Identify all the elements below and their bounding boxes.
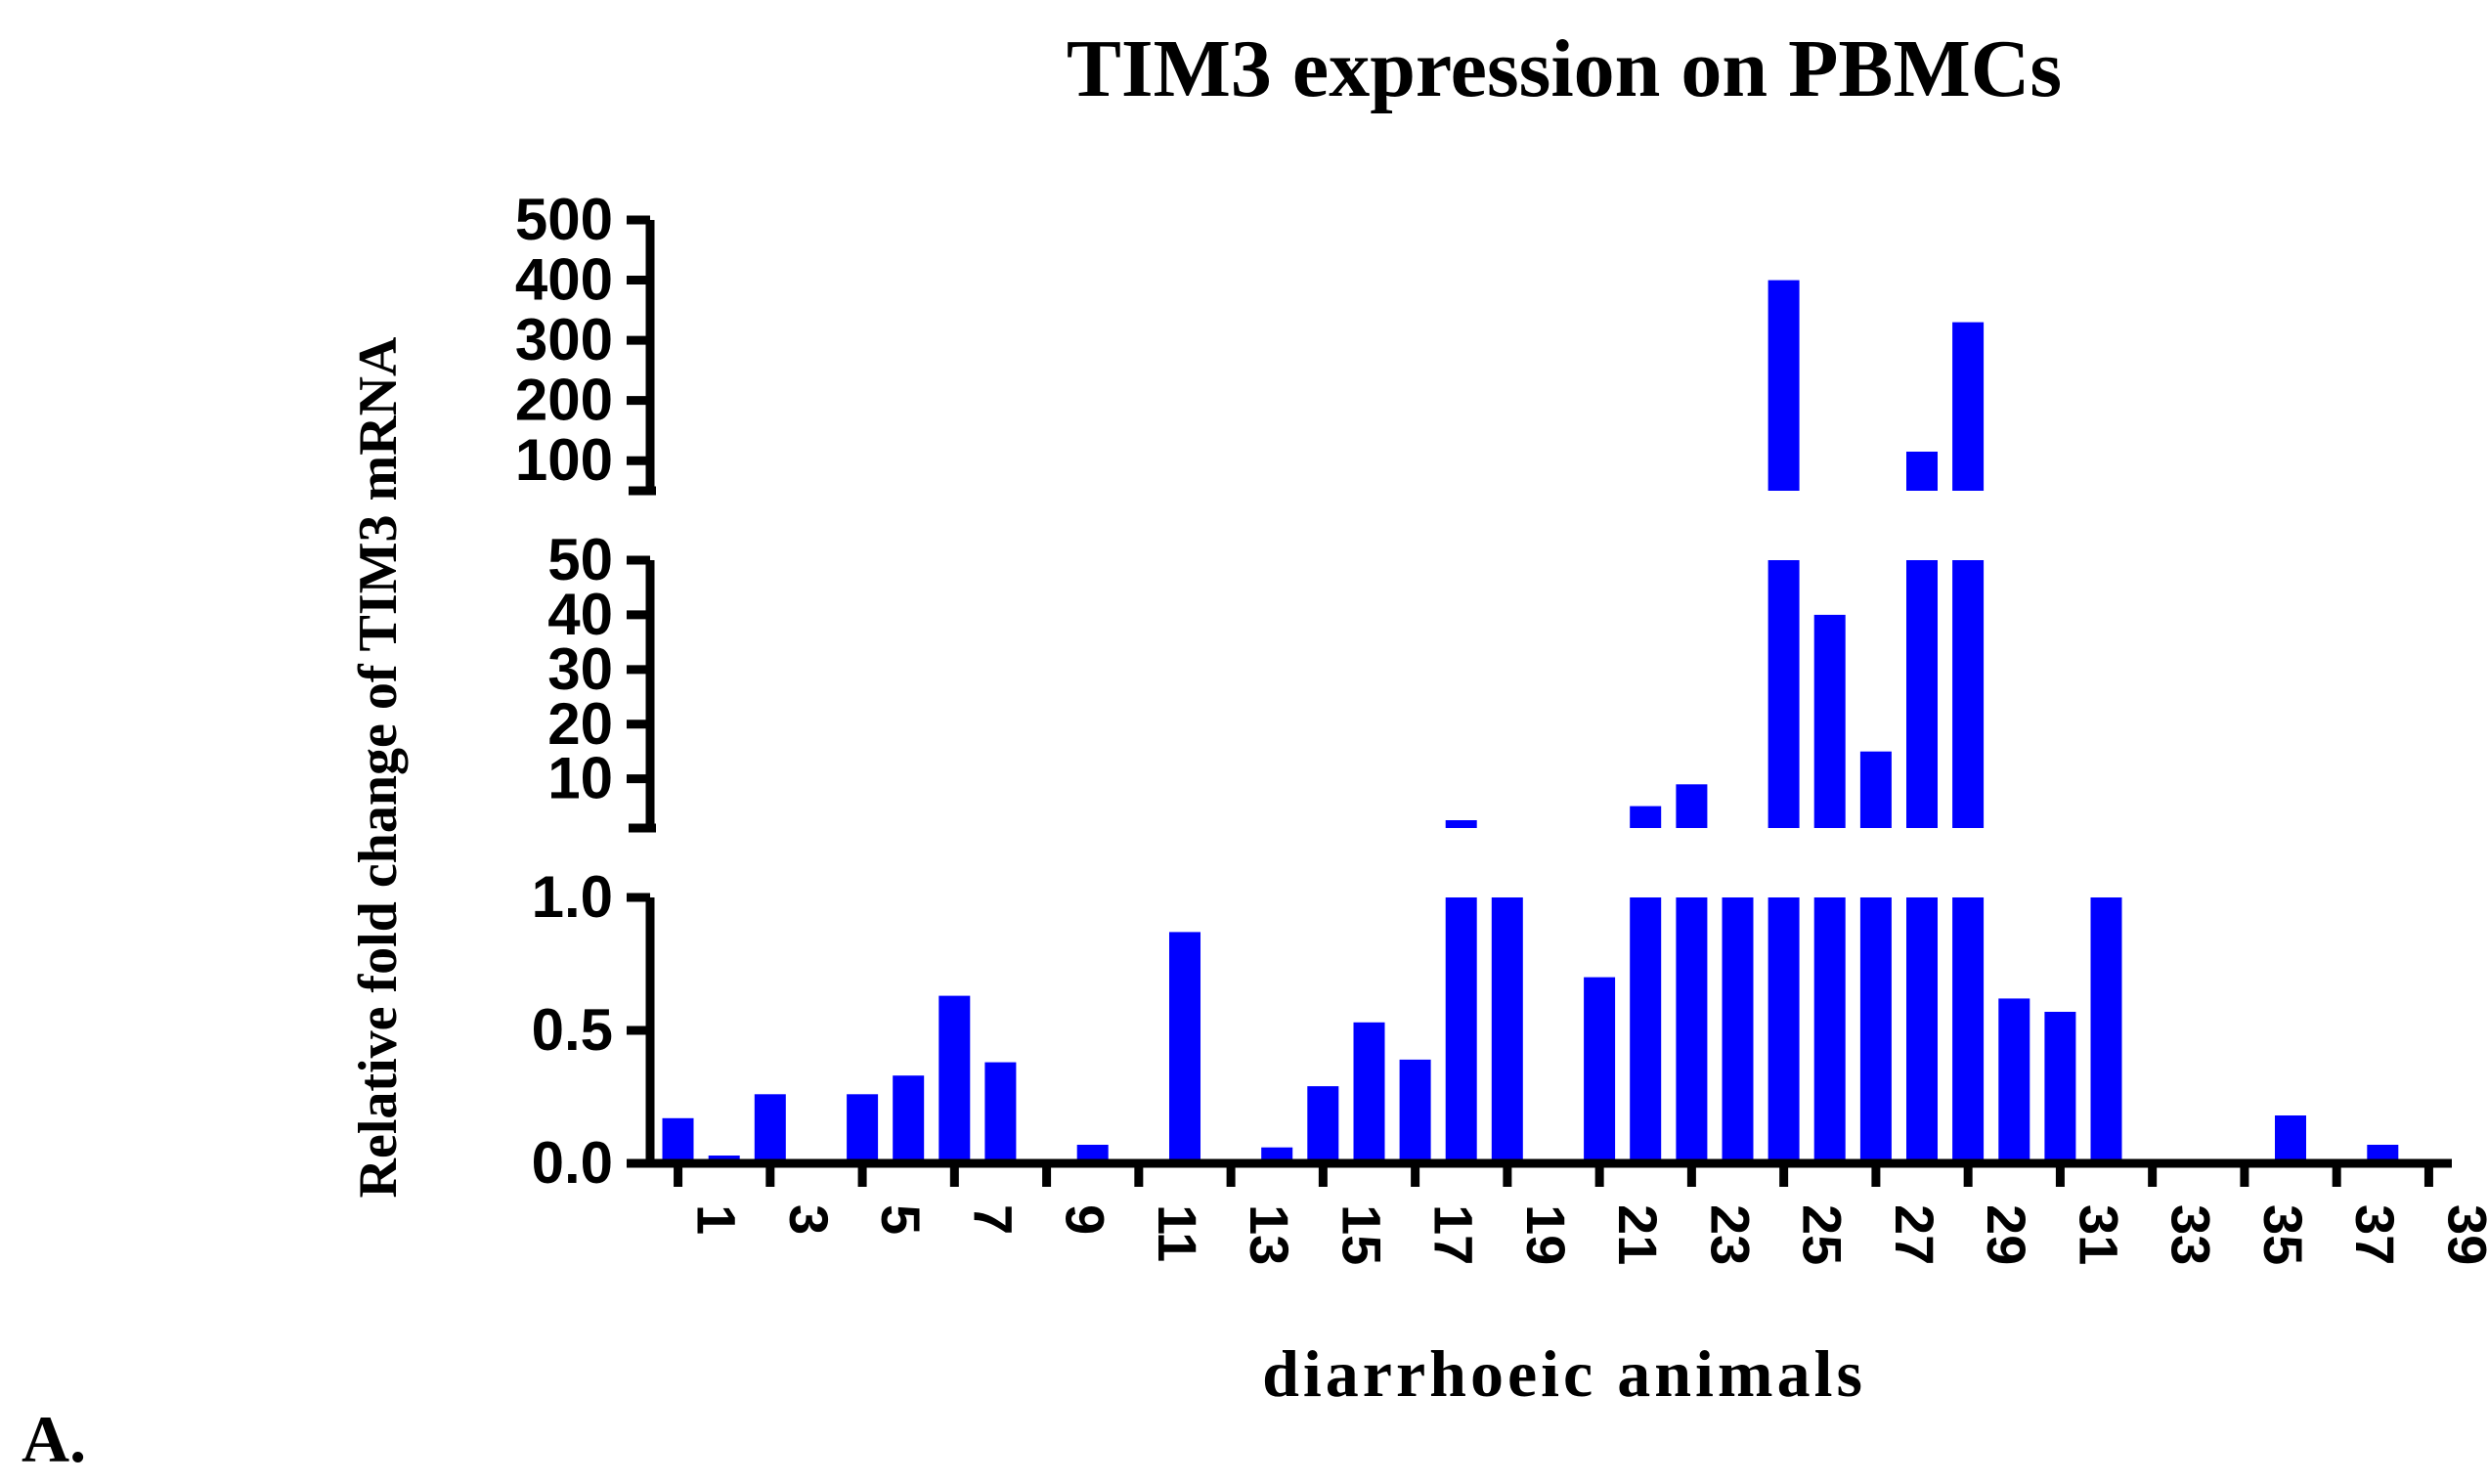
bar-animal-28 [1906, 560, 1938, 828]
bar-animal-19 [1491, 897, 1523, 1163]
bar-animal-26 [1813, 897, 1846, 1163]
bar-animal-7 [938, 995, 971, 1163]
bars-layer [662, 280, 2399, 1163]
bar-animal-22 [1630, 806, 1662, 828]
y-tick-label: 500 [515, 187, 613, 252]
x-tick-label: 19 [1515, 1204, 1577, 1265]
bar-animal-8 [984, 1062, 1017, 1163]
x-tick-label: 11 [1147, 1204, 1208, 1262]
bar-animal-30 [1998, 998, 2030, 1163]
x-axis-label: diarrhoeic animals [1262, 1336, 1866, 1411]
bar-animal-1 [662, 1117, 694, 1163]
x-tick-label: 1 [686, 1204, 748, 1235]
bar-animal-12 [1169, 932, 1200, 1163]
x-tick-label: 37 [2344, 1204, 2406, 1265]
bar-animal-17 [1399, 1059, 1431, 1163]
x-tick-label: 31 [2068, 1204, 2129, 1265]
bar-animal-16 [1353, 1022, 1385, 1163]
bar-animal-15 [1307, 1086, 1339, 1163]
y-tick-label: 100 [515, 427, 613, 493]
bar-animal-29 [1952, 897, 1985, 1163]
y-tick-label: 50 [547, 527, 613, 592]
y-tick-label: 10 [547, 746, 613, 811]
bar-animal-27 [1859, 897, 1892, 1163]
x-tick-label: 39 [2436, 1204, 2488, 1265]
y-tick-label: 400 [515, 247, 613, 313]
bar-animal-18 [1445, 820, 1477, 828]
bar-animal-32 [2090, 897, 2122, 1163]
y-tick-label: 30 [547, 636, 613, 702]
bar-animal-10 [1076, 1145, 1109, 1163]
x-tick-label: 13 [1239, 1204, 1300, 1265]
bar-animal-29 [1952, 322, 1985, 491]
x-tick-label: 33 [2161, 1204, 2222, 1265]
x-tick-label: 5 [870, 1204, 932, 1235]
bar-animal-38 [2367, 1145, 2399, 1163]
x-tick-label: 3 [778, 1204, 840, 1235]
bar-animal-5 [847, 1094, 879, 1163]
bar-animal-25 [1768, 280, 1800, 491]
y-tick-label: 40 [547, 582, 613, 647]
bar-animal-28 [1906, 897, 1938, 1163]
chart-title: TIM3 expression on PBMCs [1067, 23, 2062, 114]
bar-animal-36 [2275, 1115, 2306, 1163]
bar-animal-3 [754, 1094, 786, 1163]
x-tick-label: 27 [1884, 1204, 1945, 1265]
bar-animal-29 [1952, 560, 1985, 828]
x-tick-label: 25 [1792, 1204, 1854, 1265]
bar-animal-24 [1722, 897, 1754, 1163]
x-tick-label: 15 [1331, 1204, 1392, 1265]
bar-animal-26 [1813, 614, 1846, 828]
bar-animal-25 [1768, 560, 1800, 828]
x-tick-label: 9 [1055, 1204, 1116, 1235]
y-axis-label: Relative fold change of TIM3 mRNA [348, 336, 409, 1198]
x-tick-label: 23 [1699, 1204, 1761, 1265]
x-tick-label: 7 [962, 1204, 1024, 1235]
bar-animal-23 [1676, 784, 1708, 828]
bar-animal-27 [1859, 751, 1892, 828]
panel-label: A. [22, 1402, 86, 1476]
y-tick-label: 20 [547, 691, 613, 757]
x-tick-label: 29 [1976, 1204, 2037, 1265]
bar-animal-21 [1584, 977, 1616, 1163]
y-tick-label: 0.0 [532, 1130, 613, 1196]
x-tick-label: 21 [1607, 1204, 1669, 1265]
y-tick-label: 300 [515, 307, 613, 372]
bar-animal-31 [2044, 1012, 2076, 1163]
x-tick-label: 35 [2252, 1204, 2314, 1265]
y-tick-label: 0.5 [532, 997, 613, 1063]
y-tick-label: 200 [515, 368, 613, 433]
bar-animal-22 [1630, 897, 1662, 1163]
bar-animal-18 [1445, 897, 1477, 1163]
bar-animal-6 [893, 1075, 925, 1163]
x-tick-label: 17 [1423, 1204, 1485, 1265]
y-tick-label: 1.0 [532, 864, 613, 930]
bar-animal-23 [1676, 897, 1708, 1163]
bar-animal-28 [1906, 452, 1938, 491]
bar-animal-25 [1768, 897, 1800, 1163]
